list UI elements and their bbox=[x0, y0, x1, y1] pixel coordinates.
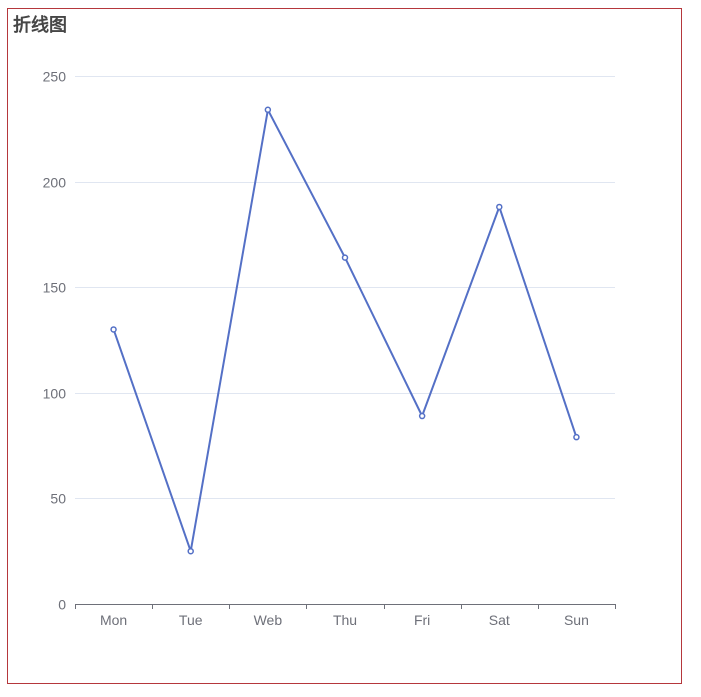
series-layer bbox=[110, 106, 580, 555]
series-line bbox=[112, 109, 578, 552]
data-point-sun[interactable] bbox=[573, 433, 580, 441]
data-point-thu[interactable] bbox=[341, 254, 349, 261]
y-tick-label: 150 bbox=[43, 280, 67, 296]
x-axis: Mon Tue Web Thu Fri Sat Sun bbox=[75, 604, 616, 628]
y-tick-label: 250 bbox=[43, 69, 67, 85]
x-tick-label: Sat bbox=[489, 612, 510, 628]
x-tick-label: Thu bbox=[333, 612, 357, 628]
y-tick-label: 0 bbox=[58, 597, 66, 613]
y-tick-label: 200 bbox=[43, 175, 67, 191]
x-tick-label: Sun bbox=[564, 612, 589, 628]
data-point-fri[interactable] bbox=[418, 412, 426, 420]
y-axis-labels: 0 50 100 150 200 250 bbox=[43, 69, 67, 613]
data-point-web[interactable] bbox=[264, 106, 272, 114]
data-point-sat[interactable] bbox=[496, 203, 503, 211]
x-tick-label: Tue bbox=[179, 612, 203, 628]
y-tick-label: 100 bbox=[43, 386, 67, 402]
x-tick-label: Fri bbox=[414, 612, 430, 628]
data-point-tue[interactable] bbox=[187, 547, 194, 555]
x-tick-label: Web bbox=[254, 612, 283, 628]
grid-lines bbox=[75, 76, 615, 499]
data-point-mon[interactable] bbox=[110, 326, 117, 333]
chart-title: 折线图 bbox=[13, 15, 67, 36]
x-tick-label: Mon bbox=[100, 612, 127, 628]
y-tick-label: 50 bbox=[50, 491, 66, 507]
